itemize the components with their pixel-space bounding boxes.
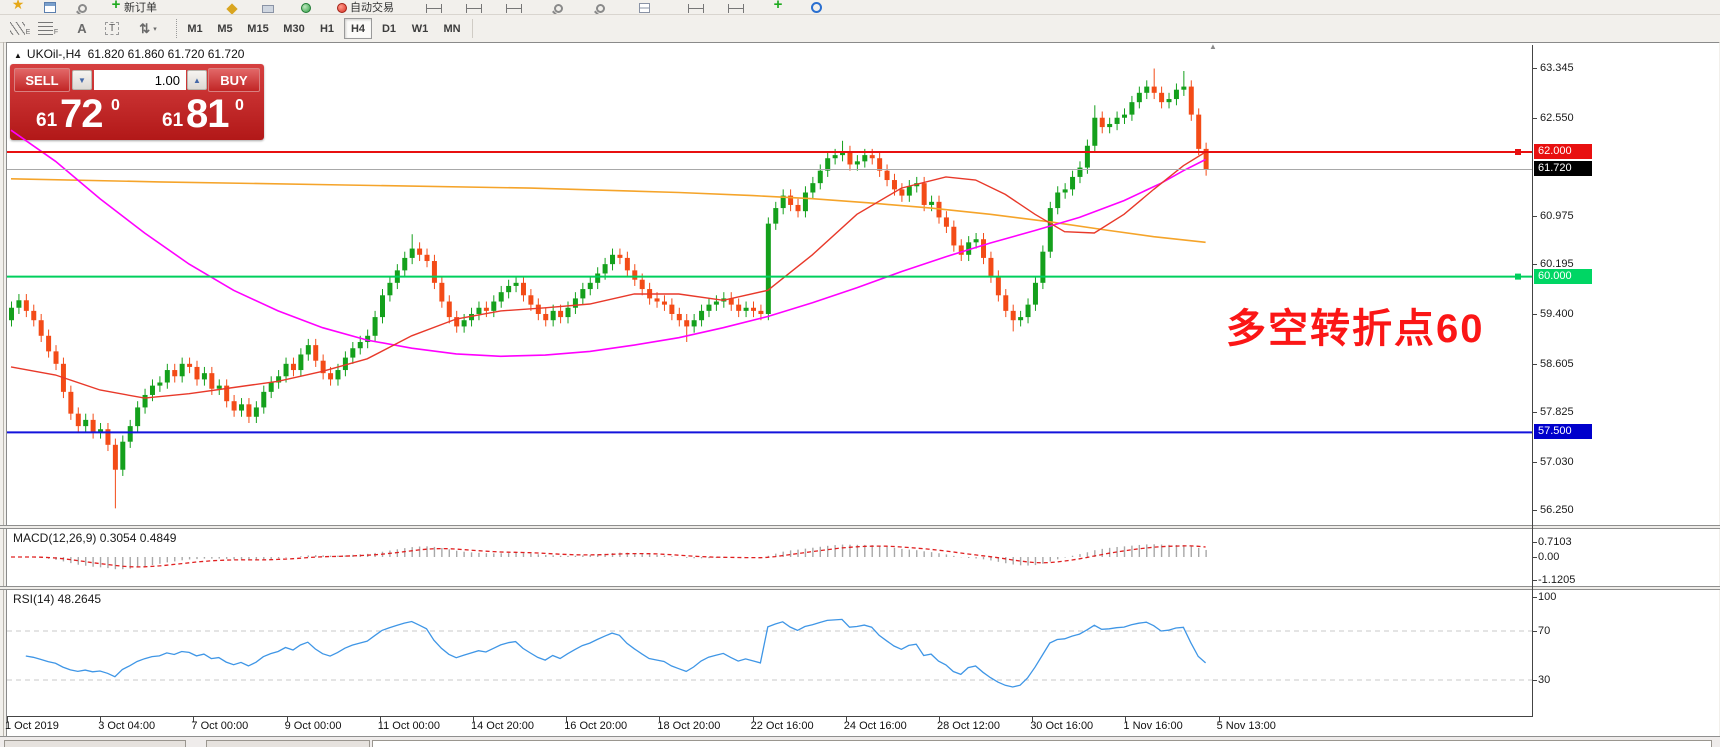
buy-button[interactable]: BUY xyxy=(208,68,260,92)
buy-price-small: 61 xyxy=(162,110,184,131)
new-order-label[interactable]: 新订单 xyxy=(124,2,157,14)
sell-price-small: 61 xyxy=(36,110,58,131)
toolbar-separator xyxy=(176,19,177,38)
tab-m15[interactable]: M15 xyxy=(247,23,269,35)
favorites-star-icon[interactable]: ★ xyxy=(11,0,25,12)
help-icon[interactable] xyxy=(806,0,826,13)
tile-windows-icon[interactable] xyxy=(634,0,654,13)
zoom-out-icon[interactable] xyxy=(590,0,610,13)
tab-m30[interactable]: M30 xyxy=(283,23,305,35)
sell-price-big: 72 xyxy=(60,92,103,136)
volume-increase-button[interactable]: ▲ xyxy=(187,70,207,90)
chart-tab[interactable] xyxy=(4,740,186,747)
timeframes-toolbar: E F A T ⇅ ▾ M1 M5 M15 M30 H1 H4 D1 W1 MN xyxy=(0,15,1720,43)
crosshair-icon[interactable] xyxy=(686,0,706,13)
one-click-trading-panel: SELL ▼ ▲ BUY 61 72 0 61 81 0 xyxy=(10,64,264,140)
ohlc-values: 61.820 61.860 61.720 61.720 xyxy=(87,47,245,61)
price-badge-57.500: 57.500 xyxy=(1534,424,1592,440)
tab-d1[interactable]: D1 xyxy=(381,23,397,35)
collapse-marker-icon[interactable]: ▲ xyxy=(14,51,22,60)
rsi-label: RSI(14) 48.2645 xyxy=(13,592,102,606)
shift-end-icon[interactable] xyxy=(726,0,746,13)
dropdown-caret-icon[interactable]: ▾ xyxy=(153,25,157,33)
text-box-tool[interactable]: T xyxy=(100,18,124,39)
navigator-icon[interactable] xyxy=(296,0,316,13)
macd-label: MACD(12,26,9) 0.3054 0.4849 xyxy=(13,531,177,545)
sell-price-sup: 0 xyxy=(111,97,120,114)
price-badge-62.000: 62.000 xyxy=(1534,144,1592,159)
text-label-tool[interactable]: A xyxy=(77,21,87,36)
equidistant-channel-tool[interactable]: E xyxy=(8,18,32,39)
add-indicator-icon[interactable]: + xyxy=(773,0,783,13)
chart-text-annotation: 多空转折点60 xyxy=(1226,307,1485,351)
autotrading-icon[interactable] xyxy=(332,0,352,13)
candlestick-chart-icon[interactable] xyxy=(464,0,484,13)
window-edge xyxy=(3,42,4,736)
volume-decrease-button[interactable]: ▼ xyxy=(72,70,92,90)
chart-tab[interactable] xyxy=(206,740,370,747)
search-icon[interactable] xyxy=(72,0,92,13)
arrow-objects-tool[interactable]: ⇅ ▾ xyxy=(139,20,157,36)
chart-tab[interactable] xyxy=(372,740,1712,747)
line-chart-icon[interactable] xyxy=(504,0,524,13)
market-watch-icon[interactable] xyxy=(258,0,278,13)
buy-price-big: 81 xyxy=(186,92,229,136)
tab-mn[interactable]: MN xyxy=(443,23,461,35)
fibonacci-retracement-tool[interactable]: F xyxy=(36,18,60,39)
pane-splitter[interactable] xyxy=(0,525,1720,529)
history-center-icon[interactable] xyxy=(222,0,242,14)
pane-splitter[interactable] xyxy=(0,586,1720,590)
toolbar-separator xyxy=(472,19,473,38)
price-badge-60.000: 60.000 xyxy=(1534,268,1592,284)
price-badge-61.720: 61.720 xyxy=(1534,161,1592,177)
sell-button[interactable]: SELL xyxy=(14,68,70,92)
tab-h4[interactable]: H4 xyxy=(344,18,372,39)
tab-m1[interactable]: M1 xyxy=(187,23,203,35)
zoom-in-icon[interactable] xyxy=(548,0,568,13)
chart-shift-marker-icon[interactable]: ▲ xyxy=(1209,42,1217,51)
buy-price-sup: 0 xyxy=(235,97,244,114)
standard-toolbar: ★ + + 新订单 自动交易 xyxy=(0,0,1720,15)
chart-title: ▲ UKOil-,H4 61.820 61.860 61.720 61.720 xyxy=(14,47,244,61)
new-order-icon[interactable]: + xyxy=(111,0,121,13)
volume-input[interactable] xyxy=(94,70,186,90)
sell-price[interactable]: 61 72 0 xyxy=(14,92,132,138)
chart-window[interactable] xyxy=(6,42,1719,736)
autotrading-label[interactable]: 自动交易 xyxy=(350,2,394,14)
tab-m5[interactable]: M5 xyxy=(217,23,233,35)
tab-w1[interactable]: W1 xyxy=(411,23,429,35)
new-chart-window-icon[interactable] xyxy=(40,0,60,13)
symbol-period-label: UKOil-,H4 xyxy=(26,47,81,61)
chart-tab-bar xyxy=(0,736,1720,747)
buy-price[interactable]: 61 81 0 xyxy=(142,92,260,138)
bar-chart-icon[interactable] xyxy=(424,0,444,13)
tab-h1[interactable]: H1 xyxy=(319,23,335,35)
